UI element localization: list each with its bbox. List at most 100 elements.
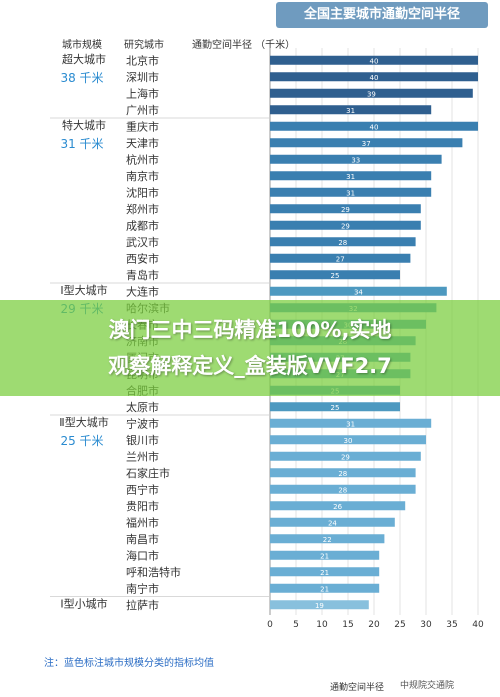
- bar: [270, 253, 411, 263]
- city-label: 广州市: [126, 103, 159, 117]
- bar-value-label: 28: [338, 486, 347, 494]
- bar: [270, 501, 406, 511]
- bar-value-label: 40: [370, 123, 379, 131]
- group-label: Ⅱ型大城市: [59, 415, 108, 429]
- bar: [270, 402, 400, 412]
- bar: [270, 154, 442, 164]
- bar-value-label: 22: [323, 536, 332, 544]
- bar: [270, 534, 385, 544]
- banner-line-2: 观察解释定义_盒装版VVF2.7: [108, 354, 392, 378]
- bar-value-label: 21: [320, 569, 329, 577]
- bar: [270, 220, 421, 230]
- x-tick-label: 25: [394, 620, 405, 630]
- bar: [270, 72, 478, 82]
- bar-value-label: 25: [331, 404, 340, 412]
- bar: [270, 105, 432, 115]
- bar-value-label: 31: [346, 189, 355, 197]
- bar: [270, 121, 478, 131]
- city-label: 银川市: [126, 433, 159, 447]
- city-label: 石家庄市: [126, 466, 170, 480]
- bar: [270, 187, 432, 197]
- x-tick-label: 30: [420, 620, 432, 630]
- x-tick-label: 10: [316, 620, 328, 630]
- city-label: 拉萨市: [126, 598, 159, 612]
- x-axis-label: 通勤空间半径: [330, 683, 385, 693]
- bar: [270, 567, 380, 577]
- city-label: 沈阳市: [126, 185, 159, 199]
- bar: [270, 600, 369, 610]
- bar: [270, 451, 421, 461]
- bar: [270, 138, 463, 148]
- group-mean: 38 千米: [60, 71, 103, 85]
- bar-value-label: 40: [370, 57, 379, 65]
- bar: [270, 55, 478, 65]
- bar-value-label: 31: [346, 420, 355, 428]
- city-label: 青岛市: [126, 268, 159, 282]
- city-label: 上海市: [126, 86, 159, 100]
- watermark: 中规院交通院: [400, 681, 455, 691]
- bar: [270, 237, 416, 247]
- bar-value-label: 27: [336, 255, 345, 263]
- group-label: Ⅰ型小城市: [60, 597, 107, 611]
- bar-value-label: 31: [346, 107, 355, 115]
- city-label: 呼和浩特市: [126, 565, 181, 579]
- chart-note: 注：蓝色标注城市规模分类的指标均值: [44, 658, 214, 669]
- city-label: 武汉市: [126, 235, 159, 249]
- bar-value-label: 30: [344, 437, 353, 445]
- city-label: 西宁市: [126, 482, 159, 496]
- x-tick-label: 0: [267, 620, 273, 630]
- bar: [270, 435, 426, 445]
- bar-value-label: 29: [341, 222, 350, 230]
- bar: [270, 468, 416, 478]
- bar: [270, 517, 395, 527]
- city-label: 大连市: [126, 284, 159, 298]
- header-scale: 城市规模: [62, 40, 102, 51]
- city-label: 兰州市: [126, 449, 159, 463]
- city-label: 南京市: [126, 169, 159, 183]
- bar-value-label: 21: [320, 585, 329, 593]
- bar-value-label: 31: [346, 173, 355, 181]
- bar: [270, 484, 416, 494]
- bar-value-label: 21: [320, 552, 329, 560]
- city-label: 福州市: [126, 515, 159, 529]
- city-label: 西安市: [126, 251, 159, 265]
- city-label: 贵阳市: [126, 499, 159, 513]
- bar-value-label: 28: [338, 239, 347, 247]
- x-tick-label: 15: [342, 620, 353, 630]
- bar: [270, 88, 473, 98]
- bar: [270, 286, 447, 296]
- city-label: 重庆市: [126, 119, 159, 133]
- banner-line-1: 澳门三中三码精准100%,实地: [108, 318, 392, 342]
- x-tick-label: 5: [293, 620, 299, 630]
- overlay-banner: 澳门三中三码精准100%,实地 观察解释定义_盒装版VVF2.7: [0, 300, 500, 396]
- group-label: 特大城市: [62, 118, 106, 132]
- city-label: 北京市: [126, 53, 159, 67]
- group-label: 超大城市: [62, 52, 106, 66]
- city-label: 宁波市: [126, 416, 159, 430]
- bar: [270, 171, 432, 181]
- city-label: 杭州市: [126, 152, 159, 166]
- group-label: Ⅰ型大城市: [60, 283, 107, 297]
- bar-value-label: 28: [338, 470, 347, 478]
- bar-value-label: 19: [315, 602, 324, 610]
- bar-value-label: 26: [333, 503, 342, 511]
- city-label: 南昌市: [126, 532, 159, 546]
- x-tick-label: 40: [472, 620, 484, 630]
- bar-value-label: 37: [362, 140, 371, 148]
- city-label: 太原市: [126, 400, 159, 414]
- bar-value-label: 25: [331, 272, 340, 280]
- chart-title: 全国主要城市通勤空间半径: [276, 2, 488, 28]
- city-label: 成都市: [126, 218, 159, 232]
- city-label: 郑州市: [126, 202, 159, 216]
- bar-value-label: 39: [367, 90, 376, 98]
- bar-value-label: 24: [328, 519, 337, 527]
- bar: [270, 418, 432, 428]
- header-radius: 通勤空间半径 （千米）: [192, 40, 296, 51]
- city-label: 海口市: [126, 548, 159, 562]
- bar: [270, 583, 380, 593]
- bar-value-label: 34: [354, 288, 363, 296]
- bar-value-label: 29: [341, 453, 350, 461]
- bar: [270, 204, 421, 214]
- bar: [270, 550, 380, 560]
- city-label: 南宁市: [126, 581, 159, 595]
